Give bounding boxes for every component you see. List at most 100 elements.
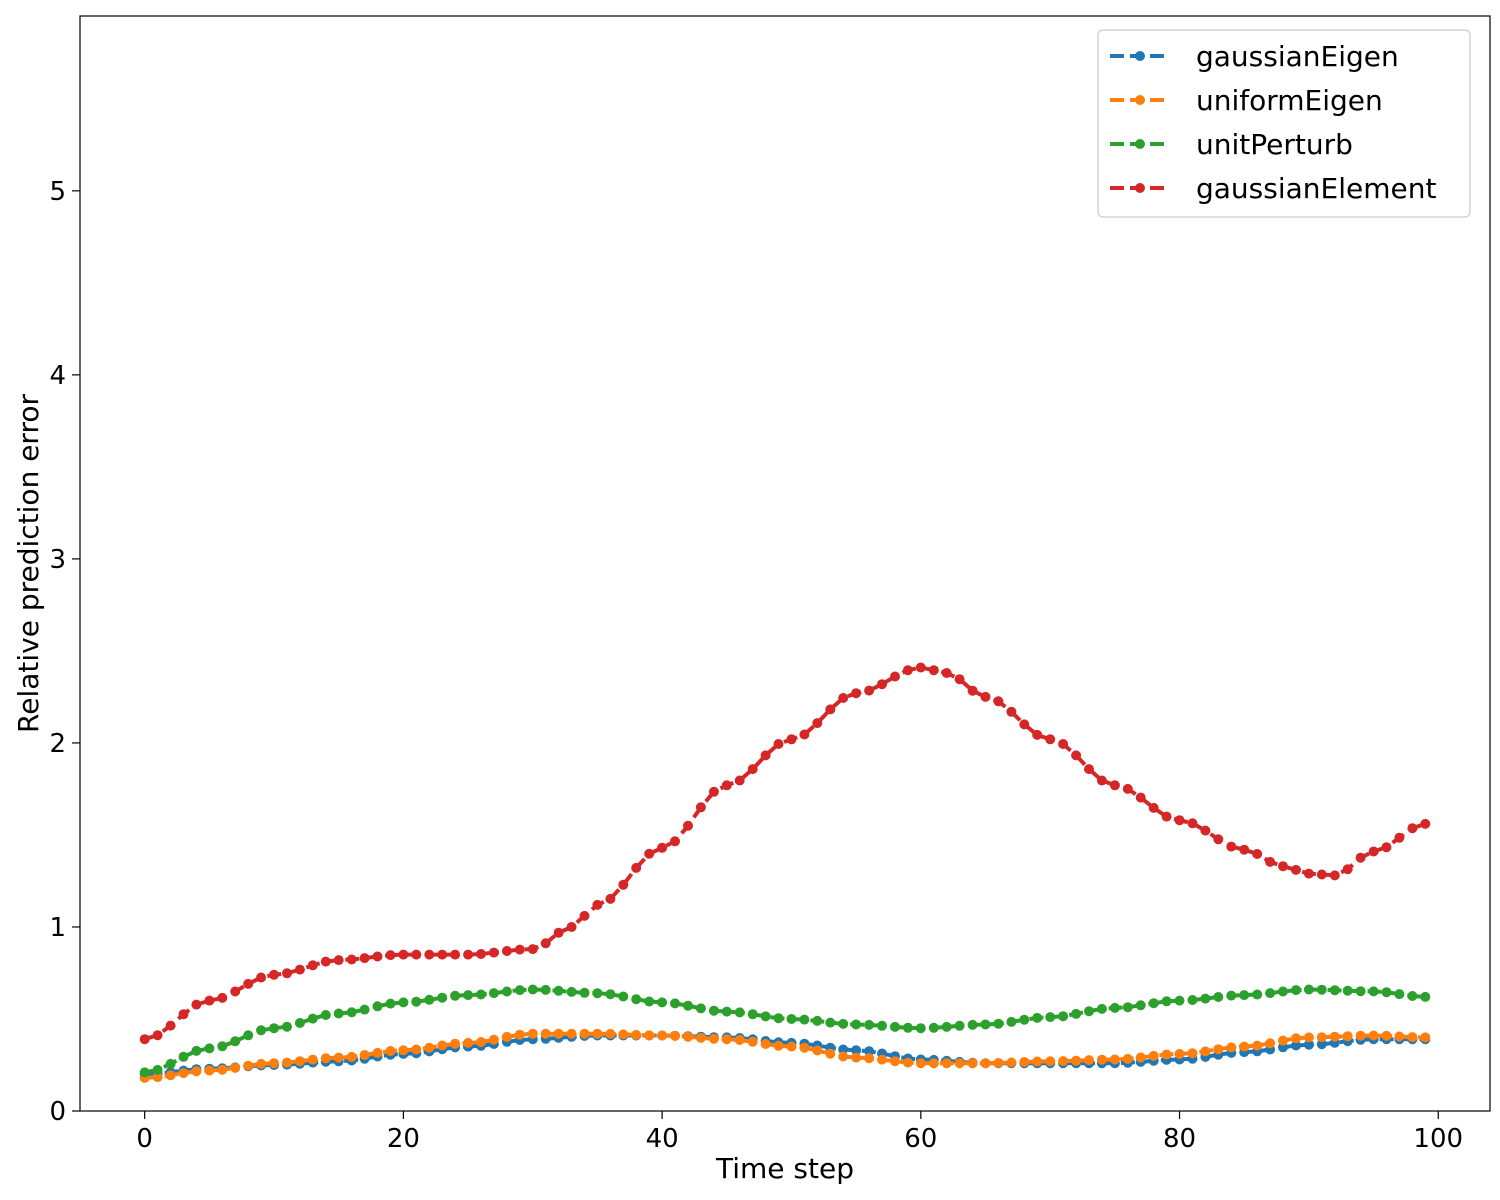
data-point (695, 802, 706, 813)
data-point (721, 1006, 732, 1017)
data-point (825, 704, 836, 715)
data-point (230, 1062, 241, 1073)
data-point (553, 985, 564, 996)
series-line-gaussianElement (144, 665, 1426, 1042)
data-point (1226, 990, 1237, 1001)
data-point (1148, 802, 1159, 813)
data-point (1368, 846, 1379, 857)
data-point (1148, 1050, 1159, 1061)
data-point (437, 1040, 448, 1051)
data-point (1329, 1031, 1340, 1042)
data-point (1200, 825, 1211, 836)
data-point (631, 994, 642, 1005)
data-point (812, 1045, 823, 1056)
data-point (359, 953, 370, 964)
data-point (307, 1013, 318, 1024)
data-point (1058, 1011, 1069, 1022)
data-point (1058, 739, 1069, 749)
data-point (1071, 1008, 1082, 1019)
data-point (954, 674, 965, 685)
data-point (553, 1028, 564, 1039)
x-axis: 0 20 40 60 80 100 (136, 1111, 1463, 1154)
data-point (1096, 1054, 1107, 1065)
data-point (1226, 1042, 1237, 1053)
data-point (890, 1056, 900, 1067)
data-point (566, 986, 577, 997)
data-point (191, 999, 202, 1010)
data-point (644, 1030, 655, 1041)
legend-marker (1135, 51, 1145, 61)
data-point (941, 1021, 952, 1032)
data-point (230, 986, 241, 997)
series-line-uniformEigen (144, 1031, 1426, 1080)
legend-label: gaussianElement (1196, 172, 1436, 205)
data-point (980, 691, 991, 702)
data-point (320, 1053, 331, 1064)
data-point (217, 1041, 228, 1052)
data-point (450, 949, 461, 960)
series-unitPerturb (139, 984, 1431, 1078)
data-point (333, 1052, 344, 1063)
data-point (915, 662, 926, 673)
data-point (670, 998, 680, 1009)
legend: gaussianEigen uniformEigen unitPerturb gaus… (1097, 29, 1471, 218)
data-point (1329, 985, 1340, 996)
data-point (1368, 986, 1379, 997)
data-point (1187, 995, 1198, 1005)
data-point (799, 729, 810, 740)
data-point (359, 1050, 370, 1060)
data-point (165, 1058, 176, 1069)
data-point (734, 1035, 745, 1045)
data-point (695, 1003, 706, 1014)
data-point (1161, 811, 1172, 822)
data-point (1342, 985, 1353, 996)
data-point (657, 997, 668, 1008)
data-point (217, 992, 228, 1003)
data-point (1329, 870, 1340, 881)
data-point (333, 955, 344, 966)
legend-item: gaussianElement (1110, 172, 1436, 205)
data-point (1071, 1055, 1082, 1066)
data-point (230, 1036, 241, 1047)
y-axis: 0 1 2 3 4 5 (49, 177, 80, 1127)
data-point (890, 671, 900, 682)
data-point (838, 1044, 849, 1055)
data-point (1407, 823, 1418, 834)
data-point (152, 1030, 163, 1041)
x-tick-label: 40 (646, 1124, 679, 1154)
data-point (527, 944, 538, 955)
data-point (152, 1072, 163, 1083)
data-point (592, 988, 603, 999)
data-point (747, 764, 758, 775)
data-point (631, 862, 642, 873)
data-point (1381, 842, 1392, 853)
data-point (294, 1056, 305, 1067)
data-point (1019, 1014, 1030, 1025)
data-point (514, 1029, 525, 1040)
data-point (282, 1021, 292, 1032)
data-point (1265, 1038, 1276, 1049)
data-point (501, 946, 512, 956)
data-point (385, 1046, 396, 1056)
data-point (838, 1018, 849, 1029)
data-point (307, 1054, 318, 1065)
data-point (1174, 1048, 1185, 1059)
data-point (864, 1053, 875, 1064)
data-point (851, 1052, 862, 1063)
data-point (618, 991, 629, 1002)
data-point (1058, 1056, 1069, 1067)
x-axis-title: Time step (715, 1152, 854, 1185)
data-point (566, 1028, 577, 1039)
data-point (424, 994, 435, 1005)
data-point (1032, 1056, 1043, 1067)
data-point (1316, 1032, 1327, 1043)
x-tick-label: 0 (136, 1124, 153, 1154)
data-point (657, 842, 668, 853)
data-point (1252, 1040, 1263, 1051)
data-point (1381, 1030, 1392, 1041)
data-point (928, 665, 939, 676)
data-point (191, 1045, 202, 1056)
legend-label: unitPerturb (1196, 128, 1353, 161)
data-point (851, 1045, 862, 1056)
